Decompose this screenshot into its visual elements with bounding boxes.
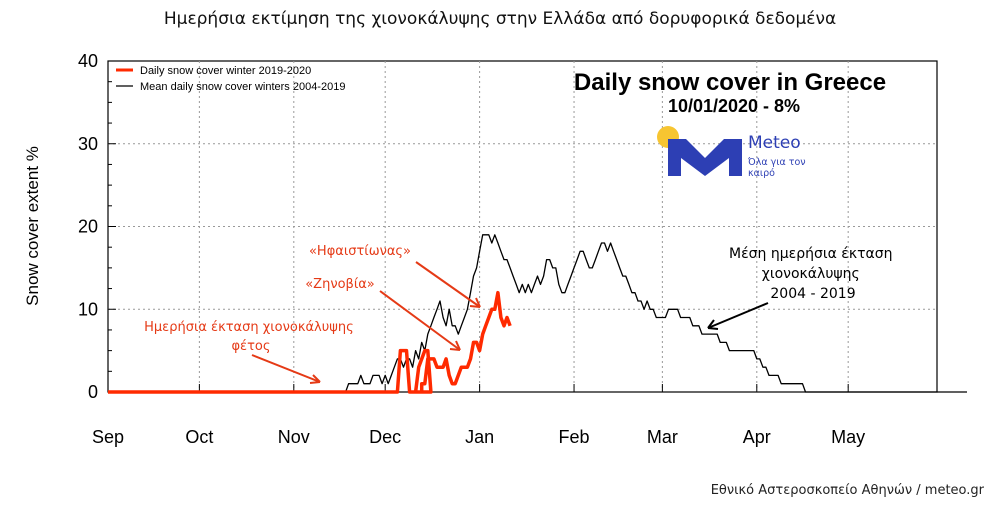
- arrowhead-mean: [707, 319, 719, 330]
- x-tick-label: May: [831, 427, 865, 447]
- x-tick-label: Feb: [559, 427, 590, 447]
- legend: Daily snow cover winter 2019-2020 Mean d…: [116, 65, 345, 93]
- y-tick-label: 0: [88, 382, 98, 402]
- x-tick-label: Dec: [369, 427, 401, 447]
- x-tick-label: Mar: [647, 427, 678, 447]
- arrow-mean: [707, 302, 769, 329]
- y-tick-label: 20: [78, 217, 98, 237]
- credit: Εθνικό Αστεροσκοπείο Αθηνών / meteo.gr: [710, 483, 984, 498]
- series-line-mean-2004-2019: [108, 234, 967, 393]
- arrowhead-this-year: [309, 374, 321, 384]
- arrow-ifaistionas: [415, 261, 481, 308]
- series-line-2019-2020: [108, 290, 512, 394]
- y-axis-label: Snow cover extent %: [23, 146, 42, 306]
- arrowhead-ifaistionas: [469, 297, 481, 308]
- x-tick-label: Sep: [92, 427, 124, 447]
- y-tick-label: 30: [78, 134, 98, 154]
- arrow-zinovia: [379, 290, 461, 351]
- legend-label-mean: Mean daily snow cover winters 2004-2019: [140, 81, 345, 93]
- logo: Meteo Όλα για τον καιρό: [748, 133, 818, 180]
- annotation-this-year: Ημερήσια έκταση χιονοκάλυψης φέτος: [144, 320, 358, 354]
- logo-tagline: Όλα για τον καιρό: [748, 157, 806, 179]
- legend-label-2019-2020: Daily snow cover winter 2019-2020: [140, 65, 311, 77]
- annotation-zinovia: «Ζηνοβία»: [305, 277, 375, 292]
- x-tick-label: Oct: [185, 427, 213, 447]
- logo-m-icon: [668, 139, 742, 176]
- chart-subtitle: 10/01/2020 - 8%: [668, 96, 800, 116]
- annotation-ifaistionas: «Ηφαιστίωνας»: [309, 244, 411, 259]
- y-tick-label: 40: [78, 51, 98, 71]
- arrowhead-zinovia: [449, 340, 461, 351]
- x-tick-label: Nov: [278, 427, 310, 447]
- chart-title: Daily snow cover in Greece: [574, 69, 886, 96]
- y-tick-label: 10: [78, 299, 98, 319]
- page-title: Ημερήσια εκτίμηση της χιονοκάλυψης στην …: [163, 9, 837, 29]
- x-tick-label: Apr: [743, 427, 771, 447]
- x-tick-label: Jan: [465, 427, 494, 447]
- arrow-this-year: [251, 354, 321, 383]
- logo-name: Meteo: [748, 133, 801, 153]
- annotation-mean: Μέση ημερήσια έκταση χιονοκάλυψης 2004 -…: [729, 246, 897, 302]
